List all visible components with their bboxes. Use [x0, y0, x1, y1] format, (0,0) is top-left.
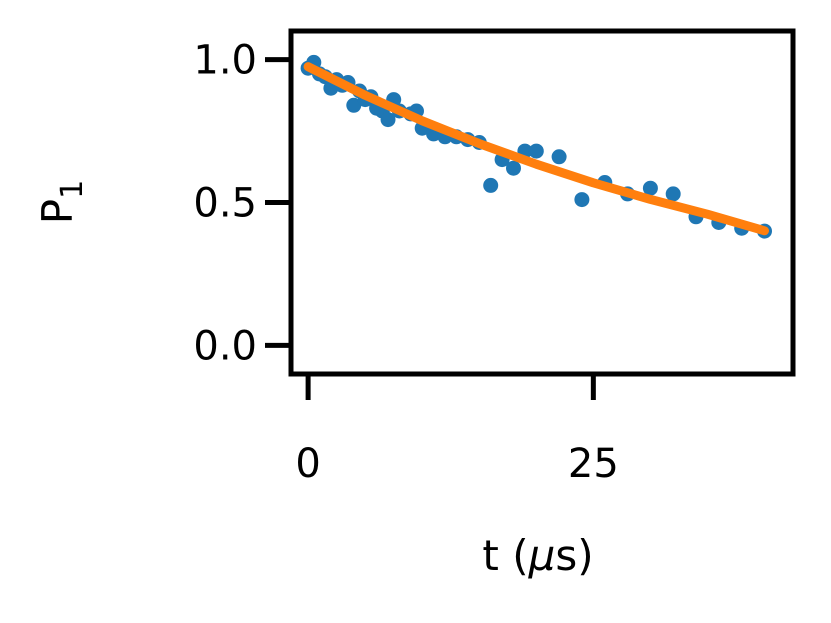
data-point: [483, 177, 499, 193]
data-point: [665, 186, 681, 202]
data-point: [380, 112, 396, 128]
y-tick-label: 1.0: [193, 38, 257, 84]
y-tick-label: 0.5: [193, 181, 257, 227]
axis-ticks: 0 25 0.0 0.5 1.0: [193, 38, 618, 487]
plot-marks: [300, 54, 772, 239]
data-point: [551, 149, 567, 165]
x-tick-label: 0: [295, 441, 320, 487]
data-point: [506, 160, 521, 176]
fit-line: [303, 62, 769, 236]
x-axis-label: t (μs): [482, 531, 593, 580]
y-axis-label: P1: [33, 180, 90, 224]
data-point: [346, 97, 362, 113]
data-point: [528, 143, 544, 159]
y-tick-label: 0.0: [193, 323, 257, 369]
x-tick-label: 25: [568, 441, 619, 487]
plot-frame: [288, 28, 796, 377]
data-point: [642, 180, 658, 196]
data-point: [574, 192, 590, 208]
